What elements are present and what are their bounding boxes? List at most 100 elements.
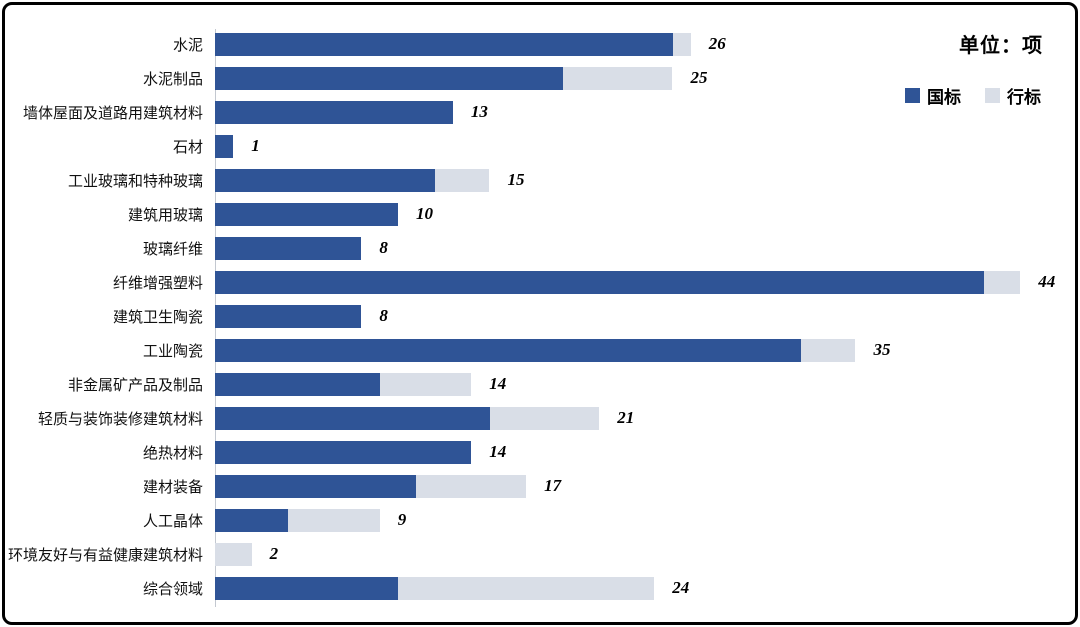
bar-row: 工业玻璃和特种玻璃 15 xyxy=(5,163,1075,197)
bar-segment-国标 xyxy=(215,32,673,56)
bar-track: 35 xyxy=(215,338,1075,362)
bar-row: 建筑用玻璃 10 xyxy=(5,197,1075,231)
bar-segment-行标 xyxy=(416,474,527,498)
bar-track: 8 xyxy=(215,304,1075,328)
category-label: 纤维增强塑料 xyxy=(112,274,203,292)
value-label: 35 xyxy=(873,340,891,359)
category-label: 环境友好与有益健康建筑材料 xyxy=(7,546,203,564)
value-label: 25 xyxy=(690,68,708,87)
bar-segment-行标 xyxy=(489,406,600,430)
value-label: 26 xyxy=(708,34,726,53)
category-label: 综合领域 xyxy=(142,580,203,598)
bar-track: 9 xyxy=(215,508,1075,532)
value-label: 24 xyxy=(672,578,690,597)
bar-track: 13 xyxy=(215,100,1075,124)
legend-swatch-icon xyxy=(905,88,920,103)
bar-segment-行标 xyxy=(800,338,856,362)
category-label: 建筑用玻璃 xyxy=(127,206,203,224)
bar-track: 17 xyxy=(215,474,1075,498)
legend-swatch-icon xyxy=(985,88,1000,103)
bar-segment-国标 xyxy=(215,168,435,192)
bar-segment-国标 xyxy=(215,202,398,226)
legend: 国标 行标 xyxy=(905,83,1041,108)
category-label: 工业陶瓷 xyxy=(142,342,203,360)
value-label: 8 xyxy=(379,238,388,257)
value-label: 15 xyxy=(507,170,525,189)
value-label: 21 xyxy=(617,408,635,427)
bar-segment-国标 xyxy=(215,100,453,124)
bar-row: 纤维增强塑料 44 xyxy=(5,265,1075,299)
bar-row: 玻璃纤维 8 xyxy=(5,231,1075,265)
category-label: 绝热材料 xyxy=(142,444,203,462)
bar-track: 1 xyxy=(215,134,1075,158)
bar-segment-国标 xyxy=(215,134,234,158)
bar-row: 环境友好与有益健康建筑材料 2 xyxy=(5,537,1075,571)
category-label: 建筑卫生陶瓷 xyxy=(112,308,203,326)
bar-row: 工业陶瓷 35 xyxy=(5,333,1075,367)
bar-track: 14 xyxy=(215,372,1075,396)
value-label: 9 xyxy=(397,510,407,529)
category-label: 玻璃纤维 xyxy=(142,240,203,258)
value-label: 8 xyxy=(379,306,388,325)
category-label: 人工晶体 xyxy=(142,512,203,530)
category-label: 非金属矿产品及制品 xyxy=(67,376,203,394)
bar-row: 非金属矿产品及制品 14 xyxy=(5,367,1075,401)
bar-segment-国标 xyxy=(215,270,984,294)
unit-label: 单位：项 xyxy=(959,35,1043,57)
value-label: 1 xyxy=(251,136,260,155)
legend-item-国标: 国标 xyxy=(905,83,961,108)
bar-track: 8 xyxy=(215,236,1075,260)
bar-segment-国标 xyxy=(215,576,398,600)
bar-track: 14 xyxy=(215,440,1075,464)
bar-row: 综合领域 24 xyxy=(5,571,1075,605)
bar-segment-国标 xyxy=(215,66,563,90)
category-label: 石材 xyxy=(172,138,203,156)
bar-track: 10 xyxy=(215,202,1075,226)
bar-track: 15 xyxy=(215,168,1075,192)
bar-segment-行标 xyxy=(379,372,472,396)
bar-row: 绝热材料 14 xyxy=(5,435,1075,469)
bar-segment-行标 xyxy=(434,168,490,192)
bar-segment-国标 xyxy=(215,338,801,362)
bar-segment-国标 xyxy=(215,406,490,430)
bar-track: 24 xyxy=(215,576,1075,600)
bar-segment-行标 xyxy=(562,66,673,90)
bar-row: 水泥 26 xyxy=(5,27,1075,61)
bar-segment-国标 xyxy=(215,440,472,464)
bar-segment-国标 xyxy=(215,508,289,532)
category-label: 墙体屋面及道路用建筑材料 xyxy=(22,104,203,122)
value-label: 13 xyxy=(470,102,488,121)
bar-row: 水泥制品 25 xyxy=(5,61,1075,95)
bar-row: 建筑卫生陶瓷 8 xyxy=(5,299,1075,333)
bar-row: 人工晶体 9 xyxy=(5,503,1075,537)
category-label: 轻质与装饰装修建筑材料 xyxy=(37,410,203,428)
bar-row: 建材装备 17 xyxy=(5,469,1075,503)
bar-segment-行标 xyxy=(672,32,691,56)
value-label: 14 xyxy=(489,442,507,461)
value-label: 44 xyxy=(1038,272,1056,291)
legend-item-行标: 行标 xyxy=(985,83,1041,108)
bar-track: 26 xyxy=(215,32,1075,56)
category-label: 水泥制品 xyxy=(142,70,203,88)
bar-segment-国标 xyxy=(215,474,417,498)
value-label: 10 xyxy=(416,204,433,223)
category-label: 建材装备 xyxy=(142,478,203,496)
legend-label: 国标 xyxy=(927,88,961,107)
bar-row: 石材 1 xyxy=(5,129,1075,163)
bar-segment-行标 xyxy=(983,270,1021,294)
bar-segment-国标 xyxy=(215,236,362,260)
value-label: 14 xyxy=(489,374,507,393)
bar-track: 25 xyxy=(215,66,1075,90)
bar-segment-行标 xyxy=(215,542,252,566)
bar-segment-行标 xyxy=(288,508,380,532)
category-label: 工业玻璃和特种玻璃 xyxy=(67,172,203,190)
value-label: 17 xyxy=(544,476,562,495)
category-label: 水泥 xyxy=(172,36,203,54)
value-label: 2 xyxy=(269,544,279,563)
bar-row: 墙体屋面及道路用建筑材料 13 xyxy=(5,95,1075,129)
bar-segment-行标 xyxy=(398,576,655,600)
bar-track: 21 xyxy=(215,406,1075,430)
legend-label: 行标 xyxy=(1007,88,1041,107)
bar-track: 2 xyxy=(215,542,1075,566)
